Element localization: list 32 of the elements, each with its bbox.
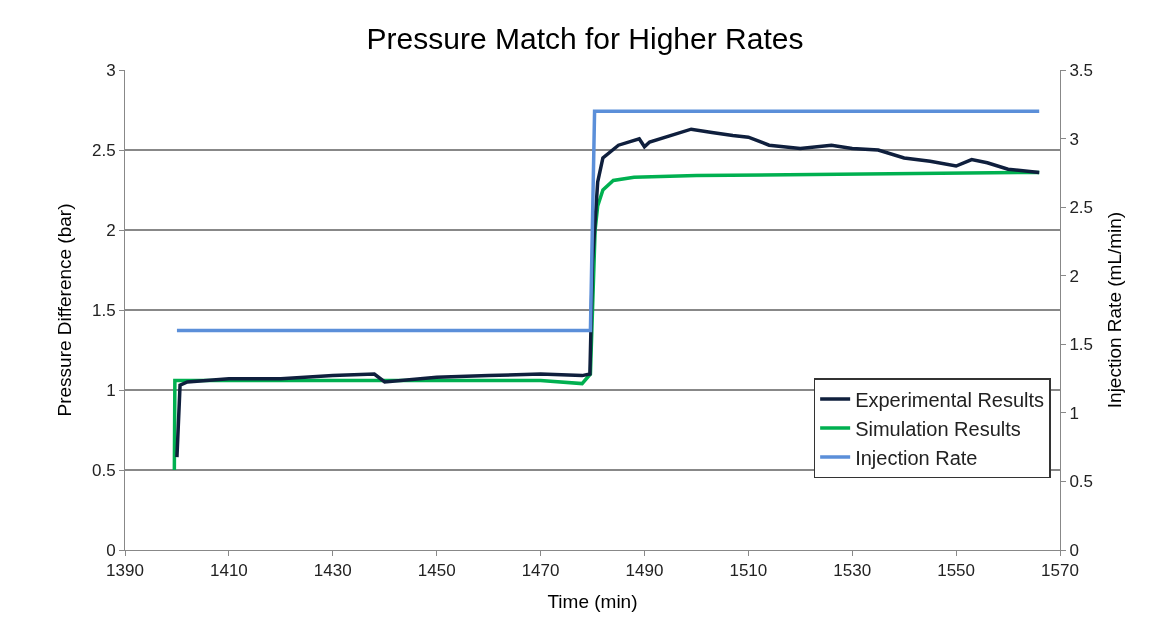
legend-label: Experimental Results bbox=[855, 388, 1045, 411]
legend-label: Simulation Results bbox=[855, 417, 1021, 440]
x-axis-title: Time (min) bbox=[547, 591, 638, 613]
y2-tick-label: 0 bbox=[1069, 540, 1079, 560]
y-tick-label: 0 bbox=[106, 540, 116, 560]
x-tick-label: 1490 bbox=[625, 561, 664, 581]
x-tick-label: 1410 bbox=[209, 561, 248, 581]
y2-tick-label: 1 bbox=[1069, 403, 1079, 423]
x-tick-label: 1470 bbox=[521, 561, 560, 581]
y-tick-label: 1.5 bbox=[91, 300, 116, 320]
y2-tick-label: 2 bbox=[1069, 266, 1079, 286]
y2-tick-label: 3.5 bbox=[1069, 60, 1094, 80]
y2-tick-label: 1.5 bbox=[1069, 335, 1094, 355]
x-tick-label: 1430 bbox=[313, 561, 352, 581]
x-tick-label: 1390 bbox=[106, 561, 144, 581]
y-axis-title: Pressure Difference (bar) bbox=[53, 203, 75, 417]
y2-axis-title: Injection Rate (mL/min) bbox=[1103, 211, 1125, 409]
x-tick-label: 1550 bbox=[937, 561, 976, 581]
x-tick-label: 1510 bbox=[729, 561, 768, 581]
x-tick-label: 1570 bbox=[1041, 561, 1079, 581]
y2-tick-label: 0.5 bbox=[1069, 472, 1094, 492]
y-tick-label: 3 bbox=[106, 60, 116, 80]
x-tick-label: 1450 bbox=[417, 561, 456, 581]
y-tick-label: 0.5 bbox=[91, 460, 116, 480]
y-tick-label: 1 bbox=[106, 380, 116, 400]
y-tick-label: 2.5 bbox=[91, 140, 116, 160]
x-tick-label: 1530 bbox=[833, 561, 872, 581]
chart-title: Pressure Match for Higher Rates bbox=[366, 22, 804, 56]
y2-tick-label: 2.5 bbox=[1069, 198, 1094, 218]
y2-tick-label: 3 bbox=[1069, 129, 1079, 149]
y-tick-label: 2 bbox=[106, 220, 116, 240]
legend-label: Injection Rate bbox=[855, 446, 978, 469]
